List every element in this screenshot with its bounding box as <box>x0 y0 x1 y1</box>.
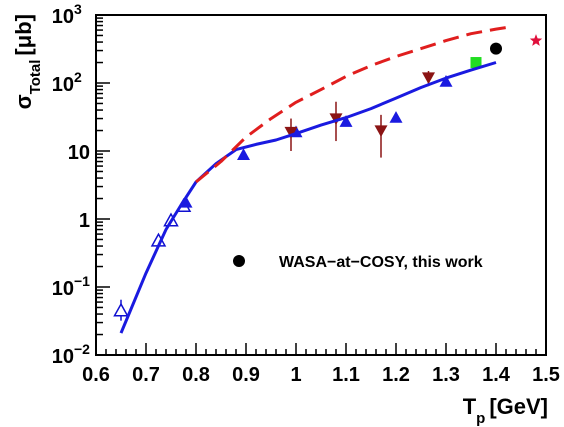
star-marker <box>529 34 543 46</box>
triangle-up-marker <box>389 111 403 123</box>
square-marker <box>470 57 482 69</box>
y-tick-label: 10 <box>52 346 74 368</box>
y-tick-label: 1 <box>79 210 90 232</box>
triangle-down-marker <box>374 125 388 138</box>
triangle-down-marker <box>284 126 298 139</box>
triangle-up-marker <box>339 115 353 127</box>
circle-marker <box>233 255 245 267</box>
x-tick-label: 1.4 <box>482 364 511 386</box>
y-tick-exponent: 2 <box>74 69 82 85</box>
x-tick-label: 0.9 <box>232 364 260 386</box>
x-tick-label: 1.3 <box>432 364 460 386</box>
y-tick-label: 10 <box>52 6 74 28</box>
model-curve-dashed <box>195 24 514 184</box>
y-tick-exponent: −1 <box>74 273 90 289</box>
legend: WASA−at−COSY, this work <box>233 254 483 271</box>
x-axis-label: Tp [GeV] <box>463 394 548 427</box>
x-tick-label: 0.7 <box>132 364 160 386</box>
y-tick-exponent: −2 <box>74 341 90 357</box>
circle-marker <box>490 42 502 55</box>
y-axis-label: σTotal[μb] <box>11 14 44 109</box>
x-tick-label: 1.1 <box>332 364 360 386</box>
model-curve-solid <box>119 61 497 334</box>
x-tick-label: 1.5 <box>532 364 560 386</box>
open-triangle-marker <box>113 302 129 317</box>
y-tick-label: 10 <box>52 74 74 96</box>
x-tick-label: 1.2 <box>382 364 410 386</box>
y-tick-exponent: 3 <box>74 1 82 17</box>
x-tick-label: 1 <box>290 364 301 386</box>
triangle-down-marker <box>422 72 435 85</box>
chart-axes: 0.6 0.7 0.8 0.9 1 1.1 1.2 1.3 1.4 1.510 −210 −11101… <box>52 1 560 386</box>
legend-label: WASA−at−COSY, this work <box>279 254 483 271</box>
triangle-up-marker <box>439 75 453 87</box>
triangle-up-marker <box>237 148 250 160</box>
plot-frame <box>95 14 547 356</box>
y-tick-label: 10 <box>52 278 74 300</box>
x-tick-label: 0.8 <box>182 364 210 386</box>
chart-marks <box>113 24 543 334</box>
y-tick-label: 10 <box>68 142 90 164</box>
x-tick-label: 0.6 <box>82 364 110 386</box>
